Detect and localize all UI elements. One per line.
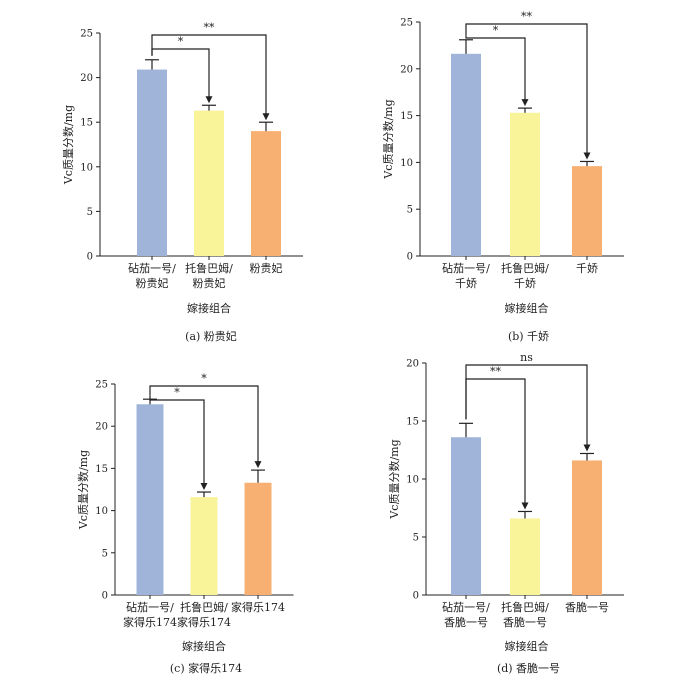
significance-bracket: ns (465, 351, 591, 452)
y-tick-label: 20 (406, 359, 419, 370)
bracket-arrow (262, 113, 270, 121)
y-tick-label: 0 (102, 591, 108, 602)
significance-label: ** (521, 10, 533, 23)
bar (451, 53, 481, 256)
category-label: 托鲁巴姆/粉贵妃 (185, 261, 233, 290)
y-tick-label: 10 (80, 162, 93, 173)
significance-label: ns (520, 351, 533, 364)
bar (451, 437, 481, 595)
y-tick-label: 0 (407, 252, 413, 263)
chart-panel-2: 0510152025Vc质量分数/mg砧茄一号/千娇托鲁巴姆/千娇千娇***嫁接… (382, 10, 624, 343)
significance-bracket: ** (151, 21, 270, 121)
category-label: 托鲁巴姆/香脆一号 (501, 600, 549, 629)
y-tick-label: 5 (87, 207, 93, 218)
y-tick-label: 15 (406, 417, 419, 428)
panel-caption: (a) 粉贵妃 (185, 329, 237, 343)
bracket-arrow (583, 152, 591, 160)
bracket-line (149, 385, 259, 463)
y-tick-label: 0 (413, 591, 419, 602)
bar (572, 166, 602, 256)
category-label: 托鲁巴姆/千娇 (501, 261, 549, 290)
significance-bracket: * (465, 24, 529, 107)
y-axis-label: Vc质量分数/mg (62, 105, 75, 185)
panel-caption: (c) 家得乐174 (170, 661, 242, 675)
category-label: 砧茄一号/粉贵妃 (128, 261, 176, 290)
bracket-line (465, 23, 588, 154)
bar (244, 482, 272, 595)
x-axis-label: 嫁接组合 (187, 301, 231, 315)
significance-bracket: * (149, 386, 208, 491)
category-label: 家得乐174 (231, 600, 285, 614)
significance-label: ** (490, 365, 502, 378)
y-tick-label: 0 (87, 252, 93, 263)
bar (572, 460, 602, 595)
category-label: 砧茄一号/家得乐174 (123, 600, 177, 629)
y-tick-label: 20 (400, 64, 413, 75)
significance-label: ** (204, 21, 216, 34)
bar (510, 518, 540, 595)
bracket-arrow (583, 444, 591, 452)
significance-label: * (174, 386, 180, 399)
y-tick-label: 20 (95, 422, 108, 433)
bar (251, 131, 281, 256)
y-tick-label: 5 (413, 533, 419, 544)
y-tick-label: 15 (95, 464, 108, 475)
y-axis-label: Vc质量分数/mg (77, 450, 90, 530)
panel-caption: (d) 香脆一号 (497, 661, 560, 675)
significance-label: * (493, 24, 499, 37)
y-tick-label: 25 (400, 18, 413, 29)
significance-bracket: ** (465, 10, 591, 160)
category-label: 托鲁巴姆/家得乐174 (177, 600, 231, 629)
bar (190, 497, 218, 595)
bar (136, 404, 164, 595)
y-tick-label: 15 (80, 118, 93, 129)
bar (510, 112, 540, 257)
y-tick-label: 10 (400, 158, 413, 169)
significance-label: * (201, 372, 207, 385)
bracket-line (151, 34, 267, 115)
y-tick-label: 25 (80, 29, 93, 40)
category-label: 千娇 (576, 262, 598, 275)
bar (137, 69, 167, 257)
bracket-arrow (521, 502, 529, 510)
chart-panel-3: 0 5 10 15 20 25 Vc质量分数/mg 砧茄一号/家得乐174托鲁巴姆/家得乐17… (77, 372, 294, 675)
y-tick-label: 5 (102, 548, 108, 559)
category-label: 砧茄一号/千娇 (442, 261, 490, 290)
y-tick-label: 15 (400, 111, 413, 122)
x-axis-label: 嫁接组合 (505, 639, 549, 653)
y-tick-label: 20 (80, 73, 93, 84)
bracket-arrow (205, 96, 213, 104)
significance-bracket: * (149, 372, 262, 469)
bracket-line (149, 395, 205, 485)
bar (194, 110, 224, 256)
x-axis-label: 嫁接组合 (505, 301, 549, 315)
category-label: 香脆一号 (565, 600, 609, 614)
y-tick-label: 25 (95, 380, 108, 391)
y-tick-label: 5 (407, 205, 413, 216)
bracket-line (465, 364, 588, 446)
y-tick-label: 10 (406, 475, 419, 486)
chart-panel-1: 0510152025Vc质量分数/mg砧茄一号/粉贵妃托鲁巴姆/粉贵妃粉贵妃**… (62, 21, 303, 343)
panel-caption: (b) 千娇 (508, 330, 549, 343)
x-axis-label: 嫁接组合 (182, 639, 226, 653)
significance-label: * (178, 35, 184, 48)
y-axis-label: Vc质量分数/mg (382, 99, 395, 179)
bracket-arrow (254, 461, 262, 469)
bracket-line (465, 35, 526, 101)
y-axis-label: Vc质量分数/mg (388, 439, 401, 519)
category-label: 砧茄一号/香脆一号 (442, 600, 490, 629)
bracket-arrow (200, 483, 208, 491)
category-label: 粉贵妃 (250, 261, 283, 275)
bracket-arrow (521, 99, 529, 107)
y-tick-label: 10 (95, 506, 108, 517)
